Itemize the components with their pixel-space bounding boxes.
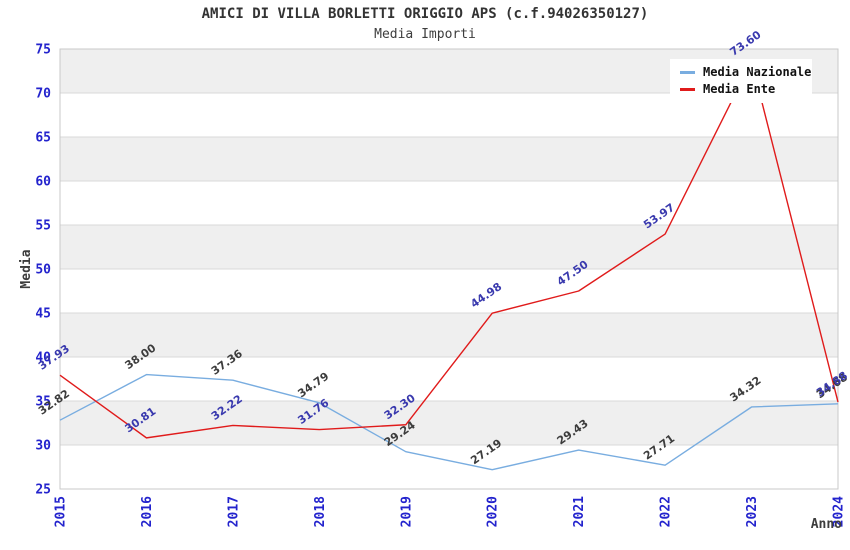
y-tick-label: 70 — [35, 87, 51, 102]
y-tick-label: 65 — [35, 131, 51, 146]
x-tick-label: 2023 — [745, 496, 760, 527]
point-label-media-nazionale: 34.32 — [728, 374, 764, 405]
y-tick-label: 45 — [35, 307, 51, 322]
point-label-media-ente: 44.98 — [468, 280, 504, 311]
y-tick-label: 25 — [35, 483, 51, 498]
series-line-media-nazionale — [59, 373, 839, 471]
y-tick-label: 30 — [35, 439, 51, 454]
plot-border — [59, 48, 839, 490]
legend-item-media-nazionale: Media Nazionale — [680, 65, 811, 79]
plot-band — [60, 137, 838, 181]
media-nazionale-line-swatch-icon — [680, 70, 695, 74]
series-lines — [59, 60, 839, 471]
y-tick-label: 60 — [35, 175, 51, 190]
chart-title: AMICI DI VILLA BORLETTI ORIGGIO APS (c.f… — [201, 6, 649, 22]
x-tick-label: 2024 — [832, 496, 847, 527]
x-tick-label: 2019 — [399, 496, 414, 527]
x-axis-title: Anno — [811, 517, 842, 532]
y-tick-labels: 25 30 35 40 45 50 55 60 65 70 75 — [35, 43, 51, 498]
point-label-media-nazionale: 34.79 — [295, 370, 331, 401]
y-tick-label: 75 — [35, 43, 51, 58]
series-line-media-ente — [59, 60, 839, 439]
x-tick-label: 2021 — [572, 496, 587, 527]
x-tick-label: 2016 — [140, 496, 155, 527]
chart-subtitle: Media Importi — [374, 27, 476, 42]
plot-band — [60, 313, 838, 357]
x-tick-label: 2018 — [313, 496, 328, 527]
plot-band — [60, 225, 838, 269]
plot-border-rect — [59, 48, 839, 490]
x-tick-label: 2020 — [486, 496, 501, 527]
x-tick-label: 2022 — [659, 496, 674, 527]
y-tick-label: 50 — [35, 263, 51, 278]
plot-band — [60, 401, 838, 445]
legend-label-media-nazionale: Media Nazionale — [703, 65, 812, 79]
y-tick-label: 35 — [35, 395, 51, 410]
plot-bands — [60, 49, 838, 445]
legend-item-media-ente: Media Ente — [680, 82, 802, 96]
legend-label-media-ente: Media Ente — [703, 82, 776, 96]
y-tick-label: 40 — [35, 351, 51, 366]
chart-legend: Media Nazionale Media Ente — [670, 59, 812, 103]
media-ente-line-swatch-icon — [680, 87, 695, 91]
y-axis-title: Media — [19, 249, 34, 288]
x-tick-labels: 2015 2016 2017 2018 2019 2020 2021 2022 2023 2024 — [54, 496, 847, 527]
x-tick-label: 2015 — [54, 496, 69, 527]
x-tick-label: 2017 — [226, 496, 241, 527]
y-tick-label: 55 — [35, 219, 51, 234]
